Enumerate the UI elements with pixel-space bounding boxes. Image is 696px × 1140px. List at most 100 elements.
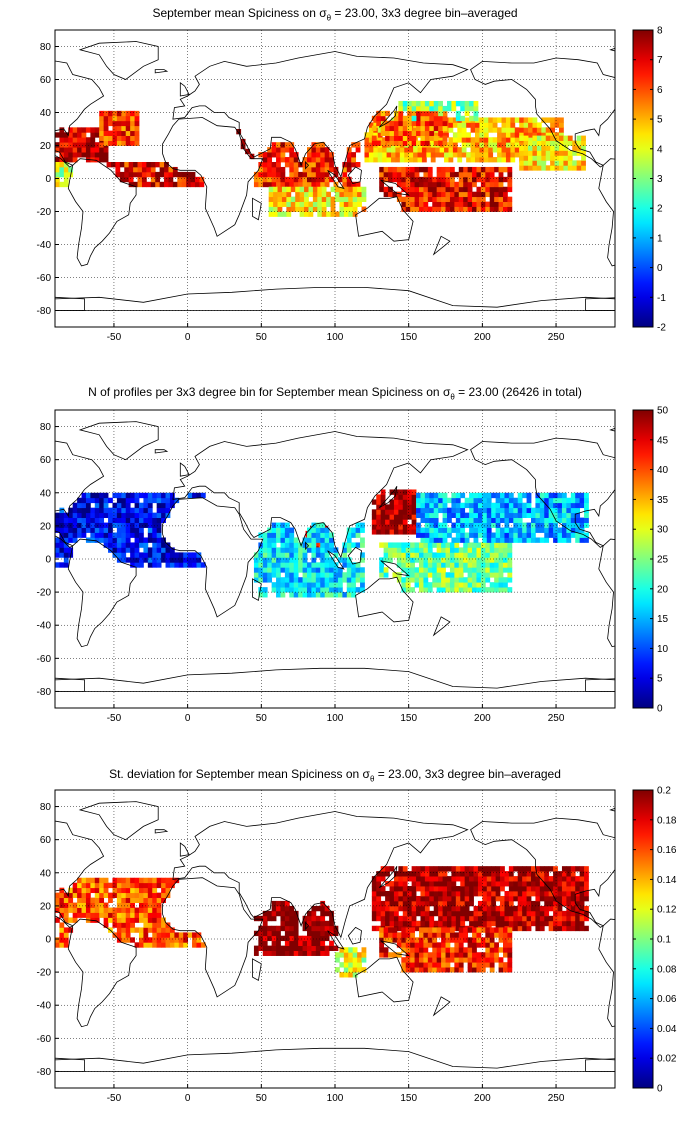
heat-cell <box>273 201 278 207</box>
heat-cell <box>72 902 78 908</box>
heat-cell <box>262 537 268 543</box>
heat-cell <box>536 155 542 161</box>
heat-cell <box>469 871 474 877</box>
heat-cell <box>392 166 398 173</box>
heat-cell <box>575 876 581 882</box>
heat-cell <box>539 881 545 887</box>
heat-cell <box>72 912 78 918</box>
heat-cell <box>498 171 504 178</box>
heat-cell <box>495 537 501 543</box>
heat-cell <box>72 537 78 543</box>
heat-cell <box>458 577 464 583</box>
colorbar-tick-label: 0.06 <box>657 994 677 1005</box>
heat-cell <box>486 502 492 509</box>
heat-cell <box>482 881 488 887</box>
heat-cell <box>557 895 563 902</box>
heat-cell <box>77 882 82 889</box>
heat-cell <box>320 935 326 942</box>
heat-cell <box>455 866 461 872</box>
heat-cell <box>402 910 408 917</box>
heat-cell <box>59 547 65 553</box>
heat-cell <box>451 886 457 892</box>
heat-cell <box>311 162 317 168</box>
heat-cell <box>286 201 292 207</box>
heat-cell <box>280 166 286 173</box>
heat-cell <box>480 181 486 188</box>
heat-cell <box>526 492 532 499</box>
heat-cell <box>451 871 457 877</box>
heat-cell <box>477 527 483 533</box>
heat-cell <box>517 905 523 912</box>
heat-cell <box>482 866 488 872</box>
heat-cell <box>579 502 585 509</box>
heat-cell <box>343 196 349 202</box>
heat-cell <box>458 582 464 588</box>
heat-cell <box>271 527 277 533</box>
heat-cell <box>405 582 411 588</box>
heat-cell <box>320 945 326 951</box>
heat-cell <box>522 876 527 882</box>
heat-cell <box>329 920 334 927</box>
heat-cell <box>401 947 407 953</box>
heat-cell <box>112 877 118 884</box>
heat-cell <box>125 130 131 136</box>
heat-cell <box>436 542 442 548</box>
heat-cell <box>501 127 507 133</box>
heat-cell <box>271 537 277 543</box>
heat-cell <box>473 915 479 922</box>
heat-cell <box>457 122 463 128</box>
heat-cell <box>561 876 567 882</box>
heat-cell <box>404 147 410 153</box>
heat-cell <box>357 967 362 973</box>
heat-cell <box>436 952 442 958</box>
heat-cell <box>280 527 286 533</box>
heat-cell <box>116 927 122 933</box>
heat-cell <box>108 522 113 528</box>
heat-cell <box>531 886 536 892</box>
heat-cell <box>320 567 326 573</box>
heat-cell <box>380 529 386 535</box>
heat-cell <box>85 912 91 918</box>
heat-cell <box>298 592 303 598</box>
heat-cell <box>489 952 495 958</box>
heat-cell <box>373 152 379 158</box>
heat-cell <box>405 206 411 212</box>
heat-cell <box>165 557 171 563</box>
heat-cell <box>376 140 382 146</box>
colorbar-tick-label: 5 <box>657 674 663 685</box>
heat-cell <box>438 522 443 528</box>
heat-cell <box>476 547 482 553</box>
heat-cell <box>454 587 460 593</box>
heat-cell <box>489 196 495 202</box>
heat-cell <box>295 191 301 198</box>
heat-cell <box>436 562 442 568</box>
heat-cell <box>419 962 424 968</box>
heat-cell <box>545 117 551 123</box>
heat-cell <box>514 117 520 123</box>
heat-cell <box>380 920 386 927</box>
heat-cell <box>419 587 424 593</box>
heat-cell <box>557 871 563 877</box>
heat-cell <box>284 162 290 168</box>
heat-cell <box>128 162 134 168</box>
heat-cell <box>280 157 286 163</box>
heat-cell <box>280 176 286 183</box>
heat-cell <box>298 181 303 188</box>
heat-cell <box>116 882 122 889</box>
heat-cell <box>495 522 501 528</box>
heat-cell <box>424 502 430 509</box>
heat-cell <box>276 577 281 583</box>
heat-cell <box>156 532 162 538</box>
heat-cell <box>324 572 330 578</box>
heat-cell <box>121 502 127 509</box>
heat-cell <box>449 191 455 198</box>
heat-cell <box>94 132 100 138</box>
heat-cell <box>419 567 424 573</box>
heat-cell <box>402 509 408 515</box>
heat-cell <box>55 181 60 188</box>
heat-cell <box>420 876 426 882</box>
heat-cell <box>575 925 581 932</box>
heat-cell <box>566 871 572 877</box>
heat-cell <box>480 562 486 568</box>
heat-cell <box>342 557 348 563</box>
